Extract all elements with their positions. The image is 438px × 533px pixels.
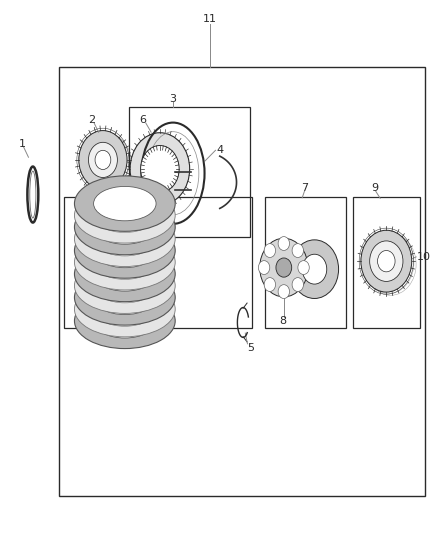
Ellipse shape bbox=[94, 280, 156, 314]
Bar bbox=[265, 197, 346, 328]
Text: 8: 8 bbox=[279, 316, 286, 326]
Text: 2: 2 bbox=[88, 115, 95, 125]
Ellipse shape bbox=[74, 281, 175, 337]
Ellipse shape bbox=[74, 211, 175, 266]
Bar bbox=[64, 197, 252, 328]
Circle shape bbox=[141, 146, 179, 192]
Bar bbox=[59, 67, 425, 496]
Circle shape bbox=[258, 261, 270, 274]
Ellipse shape bbox=[74, 188, 175, 243]
Circle shape bbox=[95, 150, 111, 169]
Bar bbox=[129, 107, 250, 237]
Ellipse shape bbox=[74, 199, 175, 255]
Text: 3: 3 bbox=[170, 94, 177, 103]
Ellipse shape bbox=[74, 176, 175, 231]
Circle shape bbox=[290, 240, 339, 298]
Circle shape bbox=[88, 142, 117, 177]
Ellipse shape bbox=[74, 293, 175, 349]
Text: 4: 4 bbox=[217, 146, 224, 155]
Circle shape bbox=[79, 131, 127, 189]
Circle shape bbox=[370, 241, 403, 281]
Ellipse shape bbox=[94, 233, 156, 268]
Circle shape bbox=[278, 237, 290, 251]
Ellipse shape bbox=[74, 246, 175, 302]
Circle shape bbox=[276, 258, 292, 277]
Circle shape bbox=[302, 254, 327, 284]
Ellipse shape bbox=[94, 245, 156, 279]
Text: 6: 6 bbox=[139, 115, 146, 125]
Circle shape bbox=[292, 244, 304, 257]
Ellipse shape bbox=[74, 223, 175, 278]
Text: 5: 5 bbox=[247, 343, 254, 352]
Circle shape bbox=[298, 261, 309, 274]
Circle shape bbox=[361, 230, 412, 292]
Ellipse shape bbox=[94, 187, 156, 221]
Circle shape bbox=[264, 278, 276, 292]
Ellipse shape bbox=[94, 257, 156, 291]
Circle shape bbox=[278, 285, 290, 298]
Circle shape bbox=[292, 278, 304, 292]
Circle shape bbox=[378, 251, 395, 272]
Text: 1: 1 bbox=[18, 139, 25, 149]
Ellipse shape bbox=[94, 210, 156, 244]
Ellipse shape bbox=[94, 292, 156, 326]
Text: 7: 7 bbox=[301, 183, 308, 192]
Ellipse shape bbox=[74, 258, 175, 313]
Text: 11: 11 bbox=[203, 14, 217, 23]
Ellipse shape bbox=[74, 235, 175, 290]
Ellipse shape bbox=[94, 269, 156, 303]
Ellipse shape bbox=[74, 270, 175, 325]
Ellipse shape bbox=[94, 222, 156, 256]
Ellipse shape bbox=[94, 304, 156, 338]
Circle shape bbox=[264, 244, 276, 257]
Text: 9: 9 bbox=[371, 183, 378, 192]
Text: 10: 10 bbox=[417, 252, 431, 262]
Circle shape bbox=[260, 238, 308, 297]
Ellipse shape bbox=[94, 198, 156, 232]
Circle shape bbox=[130, 133, 190, 205]
Bar bbox=[353, 197, 420, 328]
